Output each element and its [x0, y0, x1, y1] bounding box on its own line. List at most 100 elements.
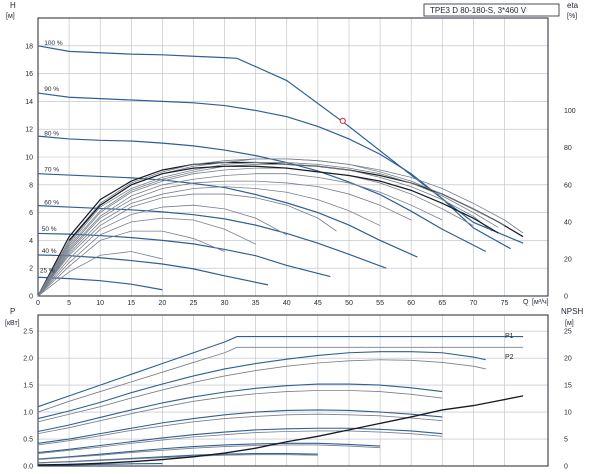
power-curve: [37, 346, 524, 413]
power-curve: [37, 444, 381, 460]
curves-layer: [37, 45, 524, 466]
title-box: [423, 3, 560, 17]
x-tick-label: 0: [36, 300, 40, 307]
bottom-left-y-tick-label: 1.5: [23, 383, 33, 390]
top-left-y-tick-label: 6: [29, 210, 33, 217]
head-curve: [37, 173, 418, 258]
x-axis-label: Q: [523, 299, 529, 306]
top-left-y-tick-label: 14: [25, 99, 33, 106]
x-tick-label: 35: [252, 300, 260, 307]
head-curve: [37, 205, 387, 269]
efficiency-curve: [37, 162, 499, 297]
bottom-left-axis-label: P: [10, 307, 15, 316]
bottom-right-y-tick-label: 15: [564, 383, 572, 390]
power-curve: [37, 413, 443, 446]
x-tick-label: 25: [190, 300, 198, 307]
top-left-y-tick-label: 18: [25, 43, 33, 50]
x-tick-label: 75: [501, 300, 509, 307]
efficiency-curve: [37, 186, 381, 297]
efficiency-curve: [37, 164, 493, 297]
top-left-y-tick-label: 0: [29, 294, 33, 301]
head-curve: [37, 92, 511, 250]
bottom-left-y-tick-label: 2.5: [23, 329, 33, 336]
bottom-right-y-tick-label: 20: [564, 356, 572, 363]
power-curve: [37, 430, 443, 455]
frame-layer: [37, 3, 560, 467]
bottom-plot-frame: [37, 314, 549, 467]
efficiency-curve: [37, 230, 225, 297]
top-left-axis-label: H: [10, 1, 16, 10]
x-tick-label: 40: [283, 300, 291, 307]
x-tick-label: 20: [158, 300, 166, 307]
top-right-axis-label: eta: [567, 1, 579, 10]
top-left-y-tick-label: 4: [29, 238, 33, 245]
x-tick-label: 30: [221, 300, 229, 307]
chart-title: TPE3 D 80-180-S, 3*460 V: [430, 6, 527, 15]
top-right-y-tick-label: 20: [564, 256, 572, 263]
efficiency-curve: [37, 173, 443, 297]
bottom-right-y-tick-label: 0: [564, 464, 568, 471]
bottom-right-axis-unit: [м]: [565, 320, 574, 327]
power-curve: [37, 336, 524, 408]
bottom-right-axis-label: NPSH: [561, 307, 583, 316]
top-left-y-tick-label: 10: [25, 155, 33, 162]
head-curve-label: 90 %: [44, 86, 59, 93]
top-right-y-tick-label: 100: [564, 108, 576, 115]
top-left-y-tick-label: 12: [25, 127, 33, 134]
x-tick-label: 10: [96, 300, 104, 307]
head-curve: [37, 254, 269, 286]
power-curve: [37, 427, 443, 454]
top-right-y-tick-label: 60: [564, 182, 572, 189]
x-tick-label: 50: [345, 300, 353, 307]
x-tick-label: 15: [127, 300, 135, 307]
efficiency-curve: [37, 158, 524, 297]
power-curve-label: P2: [505, 354, 514, 361]
head-curve-label: 25 %: [40, 267, 55, 274]
bottom-right-y-tick-label: 10: [564, 410, 572, 417]
npsh-curve: [37, 395, 524, 466]
x-tick-label: 45: [314, 300, 322, 307]
markers-layer: [339, 117, 346, 124]
bottom-right-y-tick-label: 25: [564, 329, 572, 336]
x-tick-label: 55: [376, 300, 384, 307]
efficiency-curve: [37, 251, 163, 297]
power-curve: [37, 359, 486, 423]
labels-layer: 100 % 90 % 80 % 70 % 60 % 50 % 40 % 25 % P1 P2: [40, 40, 514, 361]
operating-point-marker: [339, 117, 346, 124]
text-layer: TPE3 D 80-180-S, 3*460 V H [м] eta [%] Q…: [5, 1, 583, 327]
x-tick-label: 70: [469, 300, 477, 307]
bottom-left-y-tick-label: 2.0: [23, 356, 33, 363]
efficiency-curve: [37, 217, 256, 297]
bottom-right-y-tick-label: 5: [564, 437, 568, 444]
head-curve: [37, 45, 524, 244]
power-curve: [37, 383, 443, 433]
top-right-y-tick-label: 40: [564, 219, 572, 226]
efficiency-curve: [37, 204, 287, 297]
top-left-y-tick-label: 2: [29, 266, 33, 273]
efficiency-curve: [37, 158, 505, 297]
top-right-y-tick-label: 80: [564, 145, 572, 152]
ticks-layer: 0 5 10 15 20 25 30 35 40 45 50 55 60 65 70 750246810121…: [23, 43, 576, 470]
top-right-y-tick-label: 0: [564, 294, 568, 301]
head-curve-label: 50 %: [42, 226, 57, 233]
x-tick-label: 60: [407, 300, 415, 307]
bottom-left-y-tick-label: 0.0: [23, 464, 33, 471]
top-right-axis-unit: [%]: [567, 13, 577, 20]
top-plot-frame: [37, 17, 549, 297]
power-curve: [37, 409, 443, 444]
bottom-left-axis-unit: [кВт]: [5, 320, 20, 327]
head-curve: [37, 276, 163, 291]
top-left-y-tick-label: 8: [29, 182, 33, 189]
efficiency-curve: [37, 180, 412, 297]
x-tick-label: 65: [438, 300, 446, 307]
power-curve-label: P1: [505, 333, 514, 340]
head-curve-label: 80 %: [44, 131, 59, 138]
x-tick-label: 5: [67, 300, 71, 307]
efficiency-curve: [37, 193, 337, 297]
power-curve: [37, 442, 381, 460]
head-curve-label: 100 %: [44, 40, 63, 47]
head-curve: [37, 135, 487, 253]
efficiency-curve: [37, 167, 474, 297]
